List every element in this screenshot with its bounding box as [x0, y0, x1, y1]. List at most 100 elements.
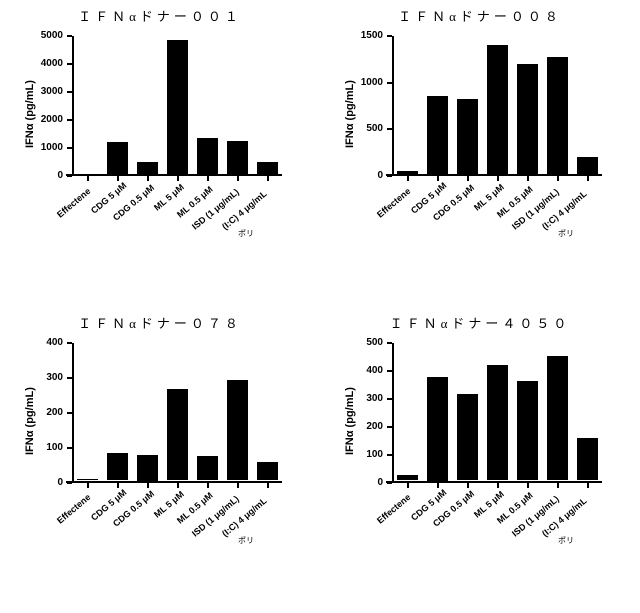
bar	[457, 394, 478, 481]
x-tick	[407, 483, 409, 488]
bar	[77, 479, 98, 481]
bar	[577, 438, 598, 481]
bar	[137, 455, 158, 481]
bar	[397, 475, 418, 481]
bar	[137, 162, 158, 174]
chart-panel: ＩＦＮαドナー００８ 050010001500IFNα (pg/mL)Effect…	[320, 0, 640, 307]
x-tick	[467, 176, 469, 181]
bar	[167, 389, 188, 480]
x-tick	[497, 483, 499, 488]
y-axis-label: IFNα (pg/mL)	[24, 80, 36, 148]
y-axis	[392, 36, 394, 176]
x-subnote: ポリ	[238, 228, 254, 239]
bar	[427, 96, 448, 174]
x-tick	[87, 176, 89, 181]
x-tick	[207, 483, 209, 488]
y-tick-label: 400	[349, 365, 383, 376]
chart-panel: ＩＦＮαドナー００１010002000300040005000IFNα (pg/…	[0, 0, 320, 307]
bar	[517, 64, 538, 174]
bar	[427, 377, 448, 481]
bar	[577, 157, 598, 174]
plot-area: 050010001500IFNα (pg/mL)EffecteneCDG 5 μ…	[392, 36, 602, 176]
y-tick	[387, 175, 392, 177]
y-tick	[387, 482, 392, 484]
x-tick	[557, 176, 559, 181]
y-tick	[67, 119, 72, 121]
x-category-label: Effectene	[375, 186, 412, 220]
x-category-label: Effectene	[375, 492, 412, 526]
y-axis-label: IFNα (pg/mL)	[24, 387, 36, 455]
x-subnote: ポリ	[558, 228, 574, 239]
x-tick	[177, 176, 179, 181]
x-tick	[117, 483, 119, 488]
bar	[107, 453, 128, 481]
bar	[547, 57, 568, 174]
x-tick	[177, 483, 179, 488]
x-tick	[527, 483, 529, 488]
panel-title: ＩＦＮαドナー０７８	[0, 313, 320, 332]
bar	[487, 365, 508, 481]
y-tick-label: 500	[349, 337, 383, 348]
x-subnote: ポリ	[238, 535, 254, 546]
y-tick	[67, 412, 72, 414]
bar	[197, 138, 218, 174]
y-tick-label: 0	[349, 170, 383, 181]
chart-panel: ＩＦＮαドナー０７８ 0100200300400IFNα (pg/mL)Effec…	[0, 307, 320, 613]
bar	[167, 40, 188, 174]
panel-title: ＩＦＮαドナー００１	[0, 6, 320, 25]
x-tick	[437, 483, 439, 488]
y-tick	[67, 447, 72, 449]
bar	[197, 456, 218, 480]
y-tick	[67, 35, 72, 37]
y-tick	[387, 342, 392, 344]
y-tick-label: 0	[29, 170, 63, 181]
y-tick-label: 1500	[349, 30, 383, 41]
panel-grid: ＩＦＮαドナー００１010002000300040005000IFNα (pg/…	[0, 0, 640, 613]
y-tick	[387, 370, 392, 372]
bar	[517, 381, 538, 480]
x-tick	[437, 176, 439, 181]
figure-page: ＩＦＮαドナー００１010002000300040005000IFNα (pg/…	[0, 0, 640, 613]
y-tick	[387, 82, 392, 84]
y-tick	[67, 342, 72, 344]
x-tick	[87, 483, 89, 488]
bar	[107, 142, 128, 174]
x-tick	[267, 483, 269, 488]
bar	[227, 141, 248, 174]
chart-panel: ＩＦＮαドナー４０５０0100200300400500IFNα (pg/mL)E…	[320, 307, 640, 613]
y-tick	[387, 128, 392, 130]
bar	[487, 45, 508, 174]
y-axis-label: IFNα (pg/mL)	[344, 387, 356, 455]
x-tick	[207, 176, 209, 181]
x-tick	[147, 176, 149, 181]
x-tick	[527, 176, 529, 181]
y-axis	[72, 36, 74, 176]
y-tick	[387, 35, 392, 37]
x-tick	[587, 176, 589, 181]
y-tick-label: 0	[29, 477, 63, 488]
bar	[547, 356, 568, 480]
bar	[257, 162, 278, 174]
bar	[227, 380, 248, 480]
y-tick	[67, 482, 72, 484]
x-tick	[467, 483, 469, 488]
y-tick-label: 300	[29, 372, 63, 383]
panel-title: ＩＦＮαドナー４０５０	[320, 313, 640, 332]
x-axis	[386, 481, 602, 483]
x-category-label: Effectene	[55, 186, 92, 220]
x-tick	[267, 176, 269, 181]
plot-area: 0100200300400IFNα (pg/mL)EffecteneCDG 5 …	[72, 343, 282, 483]
panel-title: ＩＦＮαドナー００８	[320, 6, 640, 25]
y-tick-label: 400	[29, 337, 63, 348]
y-tick	[67, 175, 72, 177]
y-axis-label: IFNα (pg/mL)	[344, 80, 356, 148]
bar	[77, 174, 98, 175]
x-tick	[407, 176, 409, 181]
x-tick	[147, 483, 149, 488]
y-tick-label: 4000	[29, 58, 63, 69]
bar	[397, 171, 418, 174]
x-axis	[386, 174, 602, 176]
x-category-label: Effectene	[55, 492, 92, 526]
x-tick	[557, 483, 559, 488]
y-tick	[387, 426, 392, 428]
